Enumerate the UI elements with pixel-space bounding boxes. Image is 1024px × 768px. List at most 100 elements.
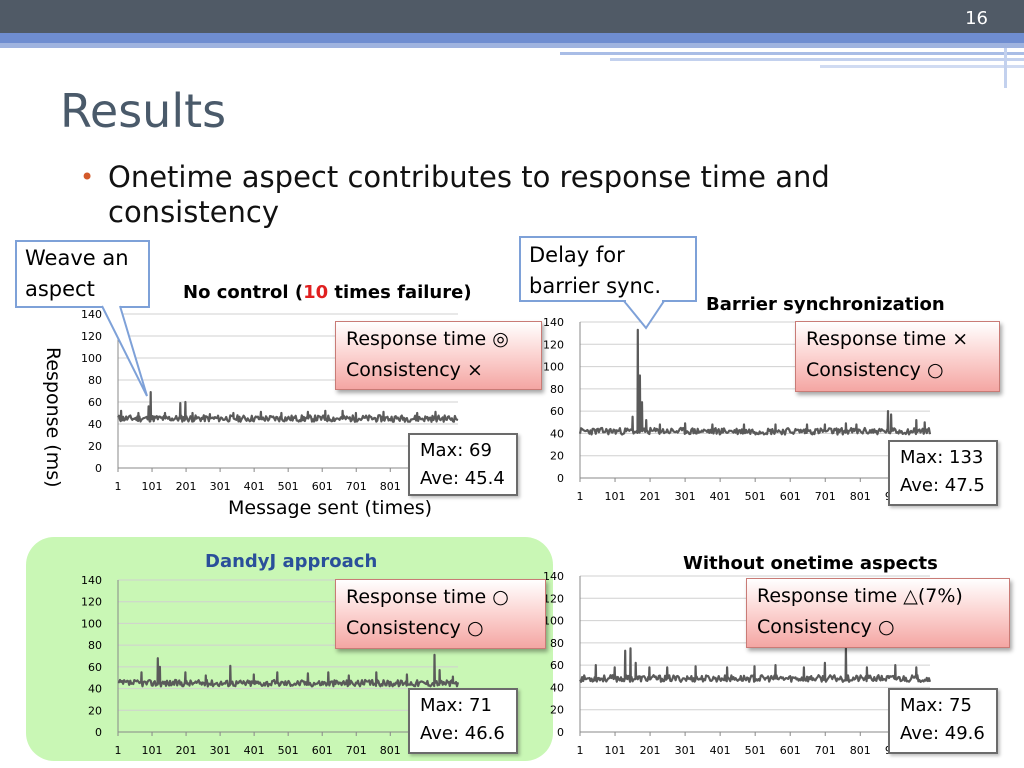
y-tick-label: 0 [557,472,564,485]
stat-max: Max: 133 [900,447,984,468]
x-tick-label: 301 [675,490,696,503]
x-tick-label: 1 [115,480,122,493]
x-tick-label: 401 [244,744,265,757]
x-tick-label: 801 [850,490,871,503]
x-tick-label: 1 [577,744,584,757]
x-tick-label: 101 [605,744,626,757]
eval-consistency-row: Consistency ○ [757,612,999,643]
y-tick-label: 100 [543,615,564,628]
y-tick-label: 140 [543,316,564,329]
chart-title-suffix: times failure) [328,282,472,303]
callout-delay-text: Delay for barrier sync. [529,243,662,298]
x-tick-label: 501 [745,490,766,503]
x-tick-label: 601 [312,744,333,757]
y-tick-label: 20 [88,704,102,717]
chart-title-highlight: 10 [303,282,329,303]
eval-response-row: Response time △(7%) [757,581,999,612]
decor-stripe-5 [820,65,1024,68]
decor-stripe-6 [1004,48,1007,88]
y-tick-label: 60 [550,405,564,418]
bullet-point: • Onetime aspect contributes to response… [80,160,982,230]
x-tick-label: 701 [346,744,367,757]
eval-consistency-row: Consistency × [346,355,531,386]
y-tick-label: 60 [88,396,102,409]
stat-ave: Ave: 47.5 [900,475,985,496]
eval-consistency-mark: ○ [466,617,484,639]
y-tick-label: 20 [550,704,564,717]
y-tick-label: 0 [95,726,102,739]
y-tick-label: 0 [95,462,102,475]
y-tick-label: 0 [557,726,564,739]
y-tick-label: 120 [81,330,102,343]
y-tick-label: 140 [81,308,102,321]
y-tick-label: 60 [550,659,564,672]
x-tick-label: 501 [278,480,299,493]
x-tick-label: 401 [710,490,731,503]
series-line [578,328,932,436]
bullet-text: Onetime aspect contributes to response t… [108,160,830,229]
stat-ave: Ave: 46.6 [420,723,505,744]
y-tick-label: 100 [81,617,102,630]
x-tick-label: 801 [380,480,401,493]
eval-box-no-control: Response time ◎ Consistency × [335,321,542,390]
eval-response-label: Response time [346,586,487,608]
y-tick-label: 80 [550,383,564,396]
y-tick-label: 40 [88,683,102,696]
series-line [579,647,932,683]
eval-consistency-label: Consistency [346,617,461,639]
chart-dandyj: 0 20 40 60 80 100 120 140 1 101 201 301 401 501 601 701… [81,574,460,757]
eval-response-mark: △(7%) [903,585,963,607]
x-tick-label: 801 [380,744,401,757]
x-tick-label: 501 [278,744,299,757]
y-tick-label: 80 [88,374,102,387]
y-tick-label: 120 [543,592,564,605]
stat-ave: Ave: 45.4 [420,468,505,489]
eval-response-mark: ◎ [492,328,509,350]
stats-box-no-control: Max: 69 Ave: 45.4 [408,433,518,496]
eval-response-mark: × [952,328,969,350]
x-tick-label: 301 [210,480,231,493]
eval-consistency-label: Consistency [806,359,921,381]
slide-title: Results [60,84,227,138]
chart-title-without-onetime: Without onetime aspects [683,553,938,574]
stat-max: Max: 75 [900,695,972,716]
chart-barrier: 0 20 40 60 80 100 120 140 1 101 201 301 401 501 601 701… [543,316,932,503]
chart-without-onetime: 0 20 40 60 80 100 120 140 1 101 201 301 401 501 601 701… [543,570,932,757]
y-tick-label: 40 [88,418,102,431]
x-tick-label: 601 [780,744,801,757]
x-tick-label: 201 [176,744,197,757]
x-tick-label: 501 [745,744,766,757]
eval-consistency-mark: ○ [926,359,944,381]
stats-box-barrier: Max: 133 Ave: 47.5 [888,440,998,506]
eval-box-without-onetime: Response time △(7%) Consistency ○ [746,578,1010,648]
y-tick-label: 80 [550,637,564,650]
y-tick-label: 140 [81,574,102,587]
stat-max: Max: 71 [420,695,492,716]
decor-stripe-2 [0,43,1024,48]
x-tick-label: 601 [312,480,333,493]
x-tick-label: 401 [710,744,731,757]
x-tick-label: 1 [115,744,122,757]
x-tick-label: 601 [780,490,801,503]
chart-title-barrier: Barrier synchronization [706,294,945,315]
series-line [117,391,459,423]
eval-response-row: Response time ◎ [346,324,531,355]
x-tick-label: 801 [850,744,871,757]
x-tick-label: 101 [142,480,163,493]
eval-consistency-mark: × [466,359,483,381]
top-bar: 16 [0,0,1024,33]
y-tick-label: 40 [550,681,564,694]
eval-response-label: Response time [806,328,947,350]
chart-title-prefix: No control ( [183,282,304,303]
eval-response-row: Response time × [806,324,989,355]
x-tick-label: 1 [577,490,584,503]
y-tick-label: 40 [550,427,564,440]
x-tick-label: 301 [210,744,231,757]
y-tick-label: 60 [88,661,102,674]
x-tick-label: 101 [142,744,163,757]
x-tick-label: 701 [815,744,836,757]
eval-response-mark: ○ [492,586,509,608]
y-tick-label: 140 [543,570,564,583]
eval-response-row: Response time ○ [346,582,535,613]
